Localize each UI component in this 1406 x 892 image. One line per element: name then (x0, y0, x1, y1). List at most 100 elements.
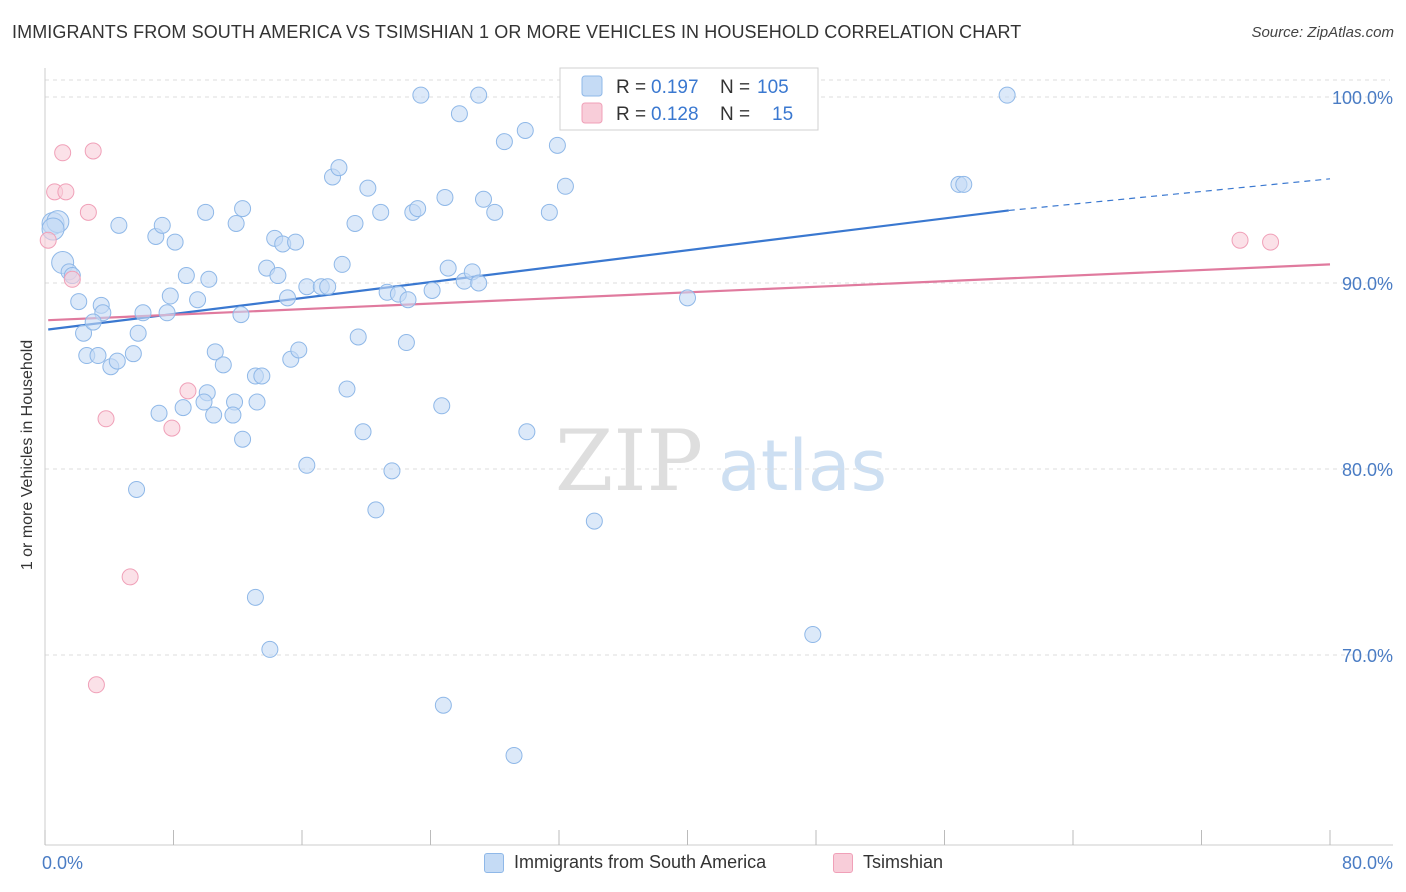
point-immigrants (189, 291, 207, 309)
point-tsimshian (84, 142, 102, 160)
point-immigrants (206, 343, 224, 361)
point-immigrants (246, 588, 264, 606)
trend-line-immigrants (48, 209, 1009, 331)
point-immigrants (153, 216, 171, 234)
point-immigrants (177, 267, 195, 285)
point-immigrants (470, 86, 488, 104)
point-tsimshian (97, 410, 115, 428)
point-immigrants (248, 393, 266, 411)
point-immigrants (383, 462, 401, 480)
point-immigrants (166, 233, 184, 251)
point-immigrants (346, 214, 364, 232)
point-immigrants (470, 274, 488, 292)
point-immigrants (397, 334, 415, 352)
point-immigrants (124, 345, 142, 363)
y-tick-label-80: 80.0% (1342, 460, 1393, 480)
point-immigrants (372, 203, 390, 221)
point-immigrants (330, 159, 348, 177)
point-immigrants (261, 640, 279, 658)
point-tsimshian (63, 270, 81, 288)
point-immigrants (475, 190, 493, 208)
legend-bottom: Immigrants from South America Tsimshian (0, 852, 1406, 876)
point-immigrants (486, 203, 504, 221)
point-tsimshian (79, 203, 97, 221)
point-immigrants (495, 133, 513, 151)
point-immigrants (150, 404, 168, 422)
legend-top-r-label-1: R = (616, 77, 646, 98)
point-immigrants (214, 356, 232, 374)
x-tick-label-min: 0.0% (42, 853, 83, 873)
point-immigrants (75, 324, 93, 342)
legend-swatch-pink (833, 852, 853, 873)
legend-top-n-label-1: N = (720, 77, 750, 98)
legend-top-n-value-2: 15 (772, 104, 793, 125)
point-tsimshian (1262, 233, 1280, 251)
point-immigrants (338, 380, 356, 398)
point-immigrants (200, 270, 218, 288)
point-immigrants (423, 281, 441, 299)
legend-top: R = 0.197 N = 105 R = 0.128 N = 15 (559, 67, 819, 131)
point-immigrants (298, 278, 316, 296)
point-immigrants (224, 406, 242, 424)
legend-label-tsimshian: Tsimshian (863, 852, 944, 872)
point-tsimshian (87, 676, 105, 694)
point-immigrants (434, 696, 452, 714)
point-immigrants (540, 203, 558, 221)
point-immigrants (234, 430, 252, 448)
legend-top-n-label-2: N = (720, 104, 750, 125)
point-immigrants (333, 255, 351, 273)
point-immigrants (128, 480, 146, 498)
point-immigrants (585, 512, 603, 530)
point-tsimshian (54, 144, 72, 162)
point-immigrants (84, 313, 102, 331)
point-tsimshian (179, 382, 197, 400)
legend-top-n-value-1: 105 (757, 77, 789, 98)
y-axis-label: 1 or more Vehicles in Household (19, 339, 36, 571)
point-tsimshian (1231, 231, 1249, 249)
point-tsimshian (57, 183, 75, 201)
watermark-zip: ZIP (555, 412, 703, 510)
legend-top-r-value-2: 0.128 (651, 104, 699, 125)
legend-top-box (559, 67, 819, 131)
point-immigrants (134, 304, 152, 322)
point-immigrants (197, 203, 215, 221)
point-tsimshian (39, 231, 57, 249)
source-label: Source: ZipAtlas.com (1251, 24, 1394, 41)
point-immigrants (269, 267, 287, 285)
point-immigrants (367, 501, 385, 519)
point-immigrants (158, 304, 176, 322)
point-immigrants (804, 626, 822, 644)
y-tick-label-100: 100.0% (1332, 88, 1393, 108)
point-tsimshian (163, 419, 181, 437)
point-immigrants (359, 179, 377, 197)
point-immigrants (439, 259, 457, 277)
point-immigrants (253, 367, 271, 385)
trend-line-immigrants-projection (1008, 178, 1331, 212)
point-immigrants (409, 200, 427, 218)
point-immigrants (354, 423, 372, 441)
point-immigrants (556, 177, 574, 195)
point-immigrants (89, 347, 107, 365)
point-immigrants (450, 105, 468, 123)
point-immigrants (998, 86, 1016, 104)
legend-top-r-label-2: R = (616, 104, 646, 125)
legend-item-tsimshian: Tsimshian (833, 852, 943, 873)
point-immigrants (279, 289, 297, 307)
point-immigrants (161, 287, 179, 305)
point-immigrants (548, 136, 566, 154)
point-immigrants (234, 200, 252, 218)
legend-top-swatch-pink (581, 102, 603, 124)
legend-swatch-blue (484, 852, 504, 873)
point-immigrants (232, 306, 250, 324)
point-immigrants (195, 393, 213, 411)
point-immigrants (110, 216, 128, 234)
point-immigrants (174, 399, 192, 417)
point-immigrants (349, 328, 367, 346)
point-immigrants (129, 324, 147, 342)
point-immigrants (436, 188, 454, 206)
y-tick-label-90: 90.0% (1342, 274, 1393, 294)
point-immigrants (433, 397, 451, 415)
point-immigrants (205, 406, 223, 424)
x-tick-label-max: 80.0% (1342, 853, 1393, 873)
